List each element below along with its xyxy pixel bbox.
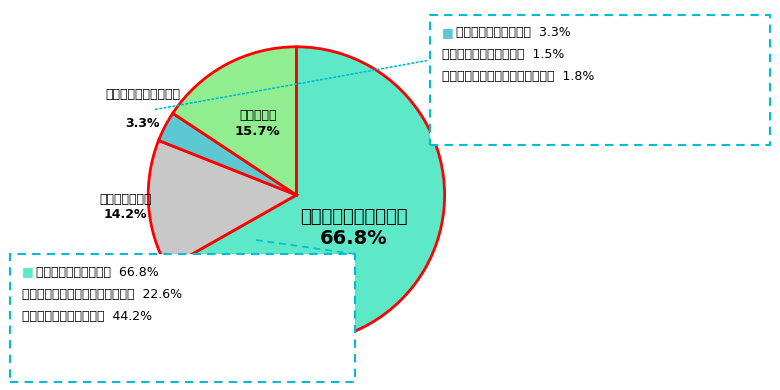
Text: ・少しだけ悪い影響を受けている  22.6%: ・少しだけ悪い影響を受けている 22.6% (22, 287, 182, 301)
Text: 悪い影響を受けている  66.8%: 悪い影響を受けている 66.8% (36, 266, 159, 278)
Text: 14.2%: 14.2% (104, 207, 147, 221)
Text: いい影響を受けている  3.3%: いい影響を受けている 3.3% (456, 27, 571, 39)
Wedge shape (158, 113, 296, 195)
Text: 66.8%: 66.8% (320, 229, 388, 248)
Text: 3.3%: 3.3% (126, 117, 160, 130)
Text: ・いい影響を受けている  1.5%: ・いい影響を受けている 1.5% (442, 48, 565, 62)
FancyBboxPatch shape (430, 15, 770, 145)
Text: 悪い影響を受けている: 悪い影響を受けている (300, 207, 408, 225)
Text: 特に影響はない: 特に影響はない (99, 193, 152, 206)
Text: 15.7%: 15.7% (235, 125, 281, 138)
FancyBboxPatch shape (10, 254, 355, 382)
Wedge shape (148, 140, 296, 268)
Text: ■: ■ (442, 27, 454, 39)
Text: ・少しだけいい影響を受けている  1.8%: ・少しだけいい影響を受けている 1.8% (442, 71, 594, 83)
Text: ・悪い影響を受けている  44.2%: ・悪い影響を受けている 44.2% (22, 310, 152, 323)
Text: いい影響を受けている: いい影響を受けている (105, 88, 180, 101)
Text: ■: ■ (22, 266, 34, 278)
Wedge shape (173, 47, 296, 195)
Wedge shape (168, 47, 445, 343)
Text: わからない: わからない (239, 109, 277, 122)
